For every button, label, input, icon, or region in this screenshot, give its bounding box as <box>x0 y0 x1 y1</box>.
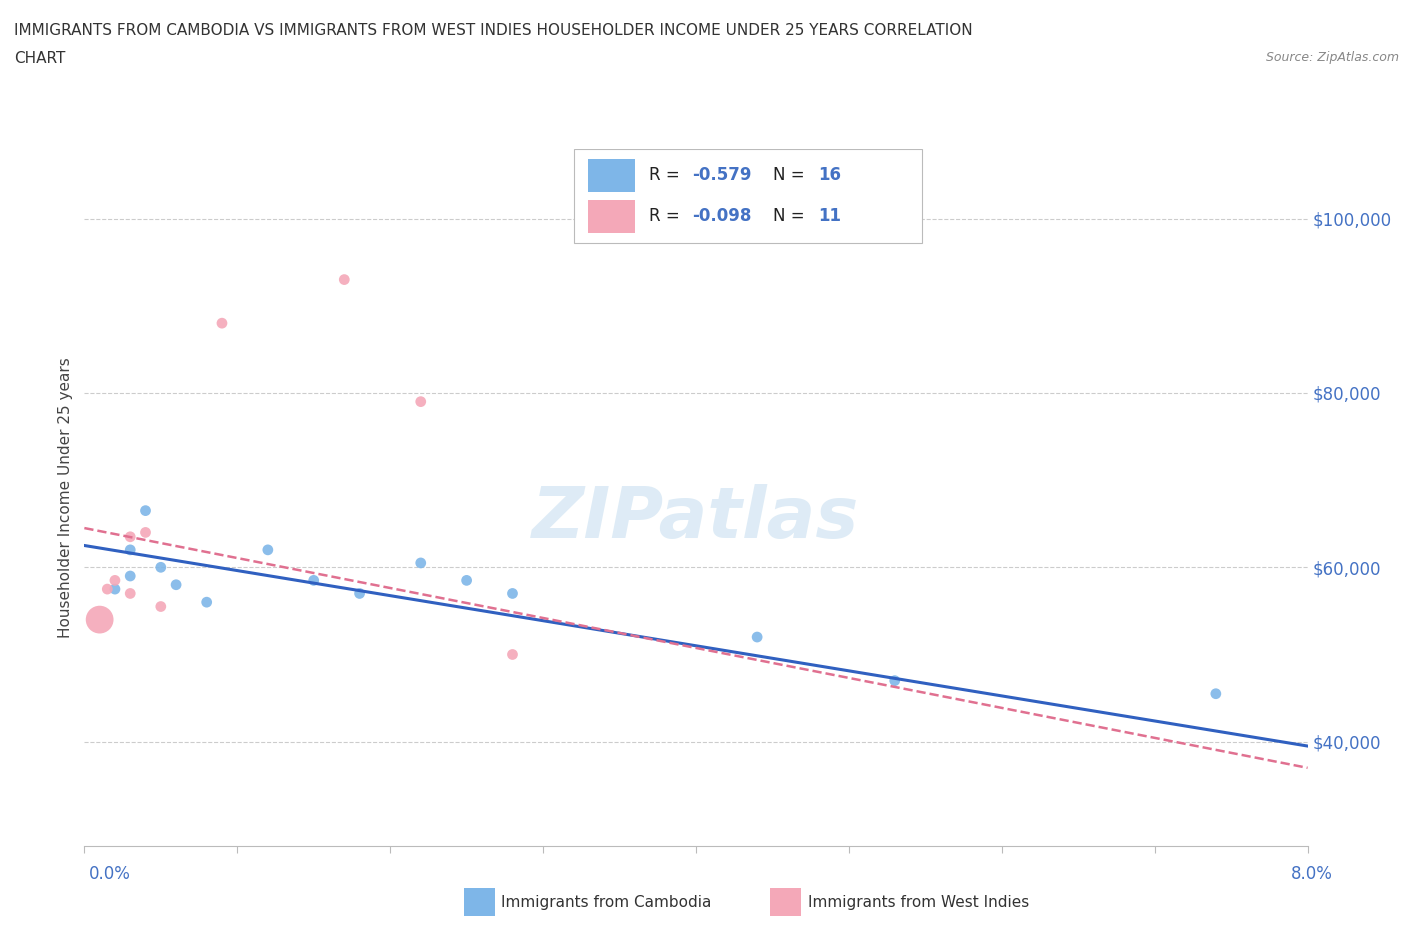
Text: Source: ZipAtlas.com: Source: ZipAtlas.com <box>1265 51 1399 64</box>
Point <box>135 503 157 518</box>
Point <box>883 673 905 688</box>
Text: 16: 16 <box>818 166 841 184</box>
Point <box>349 586 371 601</box>
Text: N =: N = <box>773 207 810 225</box>
Point <box>333 272 356 287</box>
Point <box>211 316 233 331</box>
Text: R =: R = <box>650 166 686 184</box>
Text: -0.098: -0.098 <box>692 207 752 225</box>
FancyBboxPatch shape <box>588 200 636 233</box>
Point <box>135 525 157 540</box>
Point <box>195 595 218 610</box>
Point <box>501 586 523 601</box>
Point <box>257 542 280 557</box>
Point <box>104 581 127 596</box>
Text: -0.579: -0.579 <box>692 166 752 184</box>
Text: 0.0%: 0.0% <box>89 865 131 884</box>
Point <box>745 630 768 644</box>
Point <box>120 542 142 557</box>
Point <box>456 573 478 588</box>
Point <box>165 578 187 592</box>
Point <box>120 586 142 601</box>
Text: IMMIGRANTS FROM CAMBODIA VS IMMIGRANTS FROM WEST INDIES HOUSEHOLDER INCOME UNDER: IMMIGRANTS FROM CAMBODIA VS IMMIGRANTS F… <box>14 23 973 38</box>
Point <box>149 560 172 575</box>
Point <box>409 394 432 409</box>
FancyBboxPatch shape <box>588 159 636 193</box>
Point <box>120 529 142 544</box>
Point <box>96 581 118 596</box>
Point <box>501 647 523 662</box>
Point <box>104 573 127 588</box>
Text: 11: 11 <box>818 207 841 225</box>
Point <box>302 573 325 588</box>
Text: N =: N = <box>773 166 810 184</box>
Text: 8.0%: 8.0% <box>1291 865 1333 884</box>
Y-axis label: Householder Income Under 25 years: Householder Income Under 25 years <box>58 357 73 638</box>
Text: Immigrants from West Indies: Immigrants from West Indies <box>808 895 1029 910</box>
Point <box>1205 686 1227 701</box>
Text: Immigrants from Cambodia: Immigrants from Cambodia <box>501 895 711 910</box>
FancyBboxPatch shape <box>574 149 922 243</box>
Point <box>120 568 142 583</box>
Point <box>149 599 172 614</box>
Point <box>409 555 432 570</box>
Text: CHART: CHART <box>14 51 66 66</box>
Text: R =: R = <box>650 207 686 225</box>
Text: ZIPatlas: ZIPatlas <box>533 484 859 553</box>
Point <box>89 612 111 627</box>
